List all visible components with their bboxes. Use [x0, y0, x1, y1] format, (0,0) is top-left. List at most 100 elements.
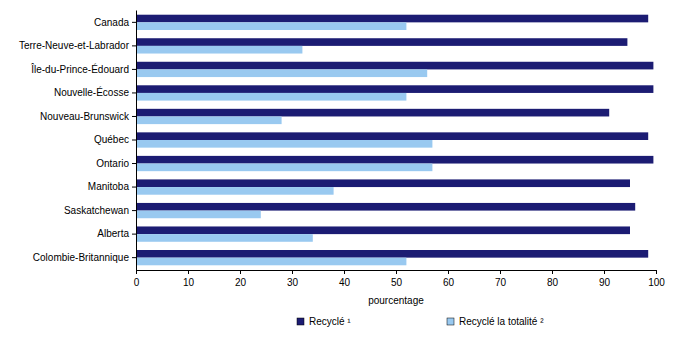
- y-tick-mark: [132, 22, 136, 23]
- y-tick-mark: [132, 234, 136, 235]
- legend: Recyclé ¹ Recyclé la totalité ²: [297, 316, 544, 327]
- bar: [136, 15, 648, 23]
- x-tick: 20: [235, 270, 247, 288]
- x-tick: 90: [599, 270, 611, 288]
- y-tick: Québec: [94, 134, 136, 145]
- bar: [136, 203, 635, 211]
- bar: [136, 226, 630, 234]
- y-tick-label: Île-du-Prince-Édouard: [30, 63, 129, 75]
- bar: [136, 258, 406, 266]
- bar: [136, 187, 334, 195]
- y-tick: Nouvelle-Écosse: [54, 86, 136, 98]
- x-tick-mark: [604, 270, 605, 274]
- y-tick: Saskatchewan: [64, 205, 136, 216]
- y-tick: Colombie-Britannique: [33, 252, 136, 263]
- y-tick-mark: [132, 116, 136, 117]
- x-tick: 40: [339, 270, 351, 288]
- y-tick: Alberta: [97, 228, 136, 239]
- bar: [136, 211, 261, 219]
- legend-swatch: [447, 318, 454, 325]
- y-tick-label: Nouvelle-Écosse: [54, 86, 129, 98]
- y-tick: Nouveau-Brunswick: [40, 111, 136, 122]
- y-tick: Manitoba: [88, 181, 136, 192]
- bar: [136, 109, 609, 117]
- bar: [136, 62, 653, 70]
- bar: [136, 93, 406, 101]
- legend-label: Recyclé la totalité ²: [459, 316, 544, 327]
- y-tick: Canada: [94, 17, 136, 28]
- x-tick: 100: [648, 270, 665, 288]
- x-tick: 60: [443, 270, 455, 288]
- y-tick: Ontario: [96, 158, 136, 169]
- bar: [136, 234, 313, 242]
- bar: [136, 38, 627, 46]
- x-tick-label: 0: [134, 277, 140, 288]
- y-axis-line: [136, 11, 137, 271]
- x-tick-mark: [552, 270, 553, 274]
- y-tick-label: Manitoba: [88, 181, 130, 192]
- y-tick-label: Nouveau-Brunswick: [40, 111, 130, 122]
- bar: [136, 156, 653, 164]
- x-tick-label: 70: [495, 277, 507, 288]
- y-tick-label: Saskatchewan: [64, 205, 129, 216]
- bar: [136, 132, 648, 140]
- y-tick-label: Colombie-Britannique: [33, 252, 130, 263]
- bar: [136, 22, 406, 30]
- y-tick-mark: [132, 92, 136, 93]
- x-tick-mark: [292, 270, 293, 274]
- x-tick-mark: [344, 270, 345, 274]
- y-axis: Canada Terre-Neuve-et-Labrador Île-du-Prin…: [19, 11, 137, 271]
- x-axis: 0 10 20 30 40 50 60 70 80 90 100: [134, 270, 666, 288]
- y-tick-label: Québec: [94, 134, 129, 145]
- bar: [136, 179, 630, 187]
- legend-swatch: [297, 318, 304, 325]
- bar: [136, 140, 432, 148]
- y-tick-mark: [132, 45, 136, 46]
- y-tick-mark: [132, 210, 136, 211]
- x-tick: 70: [495, 270, 507, 288]
- y-tick: Île-du-Prince-Édouard: [30, 63, 136, 75]
- x-tick-mark: [240, 270, 241, 274]
- bar: [136, 250, 648, 258]
- x-tick-label: 60: [443, 277, 455, 288]
- y-tick-label: Alberta: [97, 228, 129, 239]
- bar: [136, 46, 302, 54]
- x-tick: 80: [547, 270, 559, 288]
- x-tick-label: 50: [391, 277, 403, 288]
- x-tick: 50: [391, 270, 403, 288]
- x-tick-label: 30: [287, 277, 299, 288]
- x-tick-label: 90: [599, 277, 611, 288]
- x-tick: 0: [134, 270, 140, 288]
- x-tick-mark: [656, 270, 657, 274]
- chart: 0 10 20 30 40 50 60 70 80 90 100 Canada Terre-Neuve-…: [0, 0, 675, 341]
- y-tick-label: Ontario: [96, 158, 129, 169]
- x-tick-mark: [188, 270, 189, 274]
- y-tick-mark: [132, 187, 136, 188]
- y-tick: Terre-Neuve-et-Labrador: [19, 40, 136, 51]
- bars: [136, 15, 653, 266]
- x-tick-label: 10: [183, 277, 195, 288]
- x-tick-label: 100: [648, 277, 665, 288]
- bar: [136, 85, 653, 93]
- x-tick-mark: [500, 270, 501, 274]
- x-axis-title: pourcentage: [368, 295, 424, 306]
- x-axis-line: [137, 271, 657, 275]
- y-tick-label: Canada: [94, 17, 129, 28]
- bar: [136, 116, 282, 124]
- y-tick-mark: [132, 69, 136, 70]
- y-tick-mark: [132, 257, 136, 258]
- x-tick-mark: [136, 270, 137, 274]
- y-tick-mark: [132, 140, 136, 141]
- x-tick-label: 20: [235, 277, 247, 288]
- x-tick-label: 80: [547, 277, 559, 288]
- x-tick-mark: [396, 270, 397, 274]
- y-tick-mark: [132, 163, 136, 164]
- x-tick: 10: [183, 270, 195, 288]
- x-tick: 30: [287, 270, 299, 288]
- bar: [136, 164, 432, 172]
- legend-label: Recyclé ¹: [309, 316, 351, 327]
- plot: 0 10 20 30 40 50 60 70 80 90 100 Canada Terre-Neuve-…: [19, 11, 665, 289]
- x-tick-label: 40: [339, 277, 351, 288]
- bar: [136, 69, 427, 77]
- y-tick-label: Terre-Neuve-et-Labrador: [19, 40, 130, 51]
